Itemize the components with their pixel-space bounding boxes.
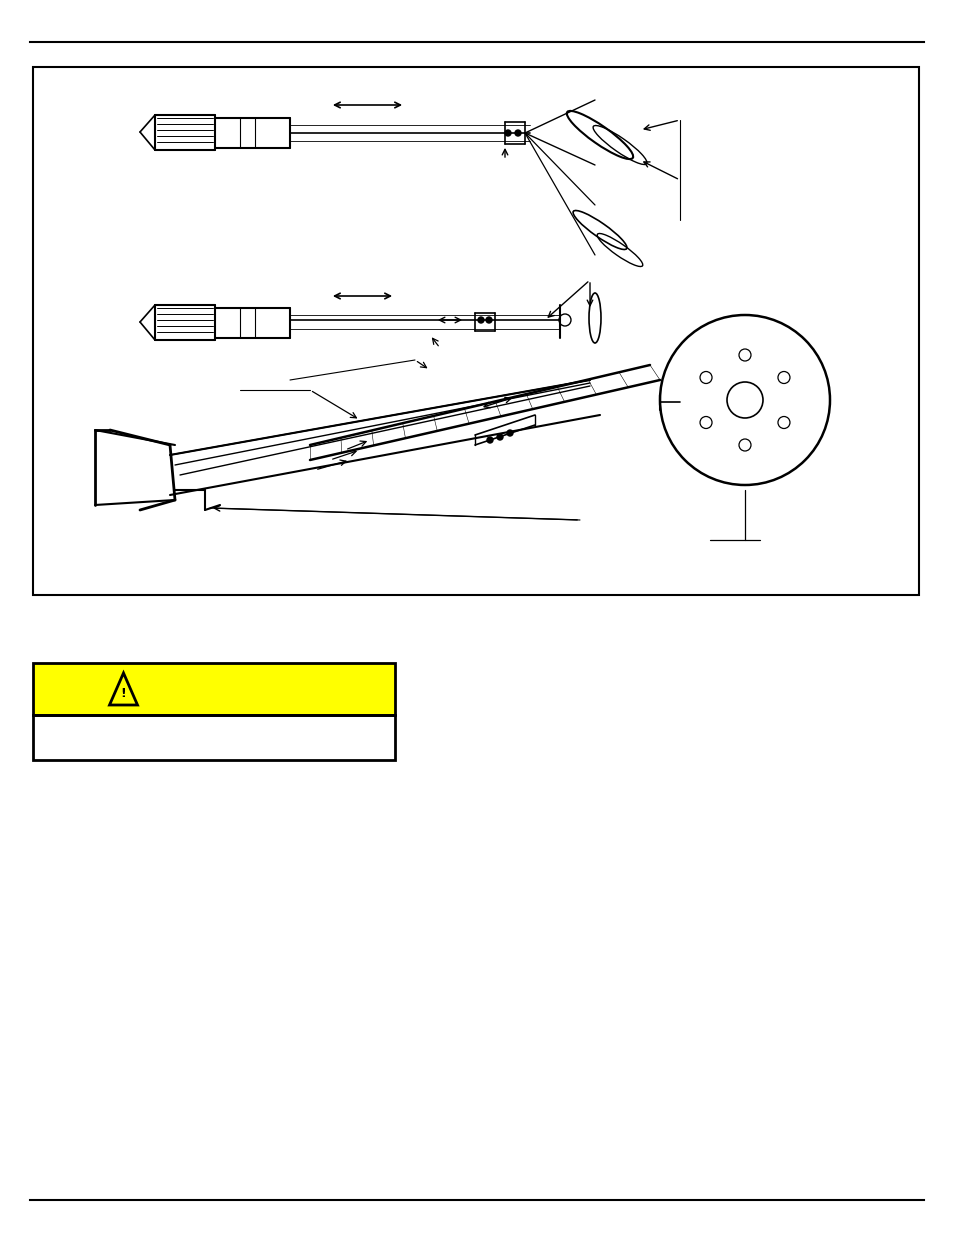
- Circle shape: [506, 430, 513, 436]
- Bar: [33, 715, 395, 760]
- Circle shape: [485, 317, 492, 324]
- Circle shape: [497, 433, 502, 440]
- Circle shape: [515, 130, 520, 136]
- Bar: [33, 715, 395, 760]
- Circle shape: [504, 130, 511, 136]
- Circle shape: [477, 317, 483, 324]
- Bar: [33, 67, 918, 595]
- Circle shape: [486, 437, 493, 443]
- Bar: [33, 663, 395, 715]
- Bar: [33, 663, 395, 715]
- Text: !: !: [120, 687, 126, 699]
